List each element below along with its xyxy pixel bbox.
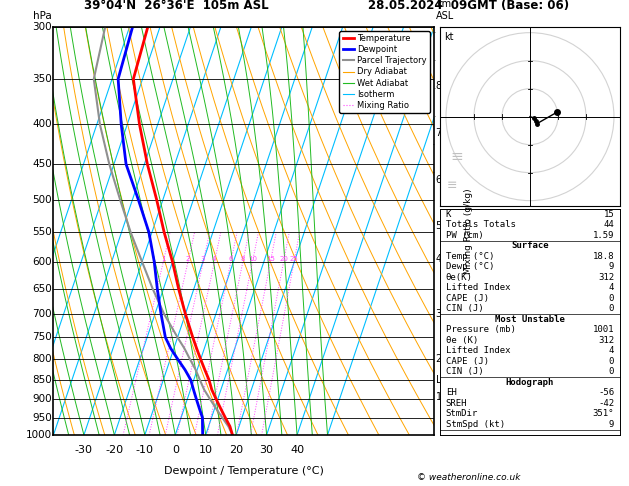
Text: 600: 600 xyxy=(32,257,52,267)
Text: 1001: 1001 xyxy=(593,325,614,334)
Text: 4: 4 xyxy=(609,283,614,292)
Text: 4: 4 xyxy=(609,347,614,355)
Text: 4: 4 xyxy=(436,254,442,264)
Text: 400: 400 xyxy=(32,119,52,129)
Text: 10: 10 xyxy=(199,445,213,455)
Text: 5: 5 xyxy=(436,221,442,231)
Text: 0: 0 xyxy=(609,294,614,303)
Text: 700: 700 xyxy=(32,309,52,319)
Text: CAPE (J): CAPE (J) xyxy=(446,357,489,366)
Text: -20: -20 xyxy=(105,445,123,455)
Text: 44: 44 xyxy=(603,220,614,229)
Text: 15: 15 xyxy=(266,256,275,262)
Text: 39°04'N  26°36'E  105m ASL: 39°04'N 26°36'E 105m ASL xyxy=(84,0,269,12)
Text: StmDir: StmDir xyxy=(446,409,478,418)
Text: 0: 0 xyxy=(609,304,614,313)
Text: 3: 3 xyxy=(201,256,206,262)
Text: 3: 3 xyxy=(436,309,442,319)
Text: 25: 25 xyxy=(289,256,298,262)
Text: 10: 10 xyxy=(248,256,257,262)
Text: Lifted Index: Lifted Index xyxy=(446,347,510,355)
Text: Mixing Ratio (g/kg): Mixing Ratio (g/kg) xyxy=(464,188,473,274)
Text: Totals Totals: Totals Totals xyxy=(446,220,516,229)
Text: 0: 0 xyxy=(609,357,614,366)
Text: 1000: 1000 xyxy=(26,430,52,440)
Text: Dewp (°C): Dewp (°C) xyxy=(446,262,494,271)
Text: 351°: 351° xyxy=(593,409,614,418)
Text: kt: kt xyxy=(444,33,454,42)
Text: 850: 850 xyxy=(32,375,52,385)
Text: 550: 550 xyxy=(32,227,52,237)
Text: 2: 2 xyxy=(436,354,442,364)
Text: 15: 15 xyxy=(603,210,614,219)
Text: CIN (J): CIN (J) xyxy=(446,367,484,376)
Text: 8: 8 xyxy=(436,81,442,91)
Text: 7: 7 xyxy=(436,128,442,138)
Text: ≡: ≡ xyxy=(447,179,457,192)
Legend: Temperature, Dewpoint, Parcel Trajectory, Dry Adiabat, Wet Adiabat, Isotherm, Mi: Temperature, Dewpoint, Parcel Trajectory… xyxy=(340,31,430,113)
Text: 800: 800 xyxy=(32,354,52,364)
Text: Most Unstable: Most Unstable xyxy=(495,315,565,324)
Text: StmSpd (kt): StmSpd (kt) xyxy=(446,420,505,429)
Text: Temp (°C): Temp (°C) xyxy=(446,252,494,261)
Text: 28.05.2024  09GMT (Base: 06): 28.05.2024 09GMT (Base: 06) xyxy=(368,0,569,12)
Text: 300: 300 xyxy=(32,22,52,32)
Text: PW (cm): PW (cm) xyxy=(446,231,484,240)
Text: 2: 2 xyxy=(186,256,190,262)
Text: -10: -10 xyxy=(136,445,154,455)
Text: 30: 30 xyxy=(260,445,274,455)
Text: 1.59: 1.59 xyxy=(593,231,614,240)
Text: 9: 9 xyxy=(609,420,614,429)
Text: hPa: hPa xyxy=(33,11,52,20)
Text: 312: 312 xyxy=(598,273,614,282)
Text: θe(K): θe(K) xyxy=(446,273,472,282)
Text: LCL: LCL xyxy=(436,375,454,385)
Text: K: K xyxy=(446,210,451,219)
Text: 312: 312 xyxy=(598,336,614,345)
Text: 0: 0 xyxy=(172,445,179,455)
Text: Pressure (mb): Pressure (mb) xyxy=(446,325,516,334)
Text: 18.8: 18.8 xyxy=(593,252,614,261)
Text: 950: 950 xyxy=(32,413,52,423)
Text: 500: 500 xyxy=(32,195,52,205)
Text: © weatheronline.co.uk: © weatheronline.co.uk xyxy=(417,473,520,482)
Text: 20: 20 xyxy=(229,445,243,455)
Text: 6: 6 xyxy=(436,175,442,185)
Text: 9: 9 xyxy=(609,262,614,271)
Text: -42: -42 xyxy=(598,399,614,408)
Text: 8: 8 xyxy=(240,256,245,262)
Text: 750: 750 xyxy=(32,332,52,343)
Text: θe (K): θe (K) xyxy=(446,336,478,345)
Text: 40: 40 xyxy=(290,445,304,455)
Text: 450: 450 xyxy=(32,159,52,169)
Text: SREH: SREH xyxy=(446,399,467,408)
Text: Dewpoint / Temperature (°C): Dewpoint / Temperature (°C) xyxy=(164,466,324,476)
Text: CAPE (J): CAPE (J) xyxy=(446,294,489,303)
Text: -30: -30 xyxy=(75,445,93,455)
Text: 350: 350 xyxy=(32,74,52,84)
Text: CIN (J): CIN (J) xyxy=(446,304,484,313)
Text: ≡: ≡ xyxy=(451,149,464,164)
Text: 1: 1 xyxy=(436,392,442,402)
Text: Hodograph: Hodograph xyxy=(506,378,554,387)
Text: 6: 6 xyxy=(228,256,233,262)
Text: -56: -56 xyxy=(598,388,614,398)
Text: EH: EH xyxy=(446,388,457,398)
Text: Surface: Surface xyxy=(511,241,548,250)
Text: 1: 1 xyxy=(161,256,165,262)
Text: 4: 4 xyxy=(212,256,216,262)
Text: km
ASL: km ASL xyxy=(436,0,454,20)
Text: Lifted Index: Lifted Index xyxy=(446,283,510,292)
Text: 20: 20 xyxy=(279,256,288,262)
Text: 900: 900 xyxy=(32,394,52,404)
Text: 0: 0 xyxy=(609,367,614,376)
Text: 650: 650 xyxy=(32,284,52,294)
